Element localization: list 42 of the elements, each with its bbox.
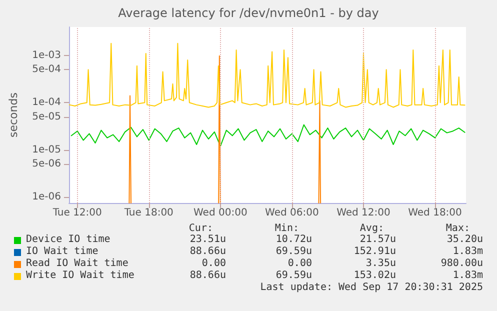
y-axis-title: seconds bbox=[7, 92, 20, 138]
y-tick-label: 5e-04 bbox=[32, 64, 61, 76]
x-tick-label: Tue 12:00 bbox=[52, 208, 102, 218]
legend-label: Device IO time bbox=[26, 234, 110, 246]
text: 69.59u bbox=[276, 246, 312, 258]
text: 35.20u bbox=[446, 234, 483, 246]
text: 980.00u bbox=[440, 258, 483, 270]
text: 1.83m bbox=[452, 246, 483, 258]
y-tick-label: 1e-06 bbox=[32, 192, 61, 203]
text: Cur: bbox=[188, 223, 213, 234]
text: Last update: Wed Sep 17 20:30:31 2025 bbox=[260, 282, 483, 294]
text: 88.66u bbox=[190, 246, 226, 258]
text: 153.02u bbox=[354, 270, 396, 282]
line-series bbox=[68, 42, 466, 108]
chart-title: Average latency for /dev/nvme0n1 - by day bbox=[118, 6, 379, 20]
y-tick-label: 1e-05 bbox=[32, 144, 61, 156]
y-tick-label: 5e-05 bbox=[32, 111, 61, 122]
text: 21.57u bbox=[360, 234, 396, 246]
text: 23.51u bbox=[190, 234, 226, 246]
text: 0.00 bbox=[202, 258, 226, 270]
line-series bbox=[70, 124, 466, 147]
legend-label: Write IO Wait time bbox=[26, 270, 134, 282]
x-tick-label: Wed 18:00 bbox=[408, 208, 462, 218]
y-tick-label: 5e-06 bbox=[32, 158, 61, 170]
text: 0.00 bbox=[288, 258, 312, 270]
text: 69.59u bbox=[276, 270, 312, 282]
text: 10.72u bbox=[276, 234, 312, 246]
text: Avg: bbox=[360, 223, 384, 234]
x-tick-label: Tue 18:00 bbox=[123, 208, 174, 218]
legend-label: IO Wait time bbox=[26, 246, 98, 258]
text: Max: bbox=[446, 223, 470, 234]
text: 88.66u bbox=[190, 270, 226, 282]
x-tick-label: Wed 12:00 bbox=[336, 208, 390, 218]
text: 3.35u bbox=[366, 258, 396, 270]
legend-label: Read IO Wait time bbox=[26, 258, 128, 270]
text: Min: bbox=[274, 223, 299, 234]
y-tick-label: 1e-03 bbox=[32, 50, 61, 61]
y-tick-label: 1e-04 bbox=[32, 97, 61, 108]
x-tick-label: Wed 00:00 bbox=[194, 208, 248, 218]
text: 152.91u bbox=[354, 246, 396, 258]
text: 1.83m bbox=[452, 270, 483, 282]
x-tick-label: Wed 06:00 bbox=[265, 208, 319, 218]
